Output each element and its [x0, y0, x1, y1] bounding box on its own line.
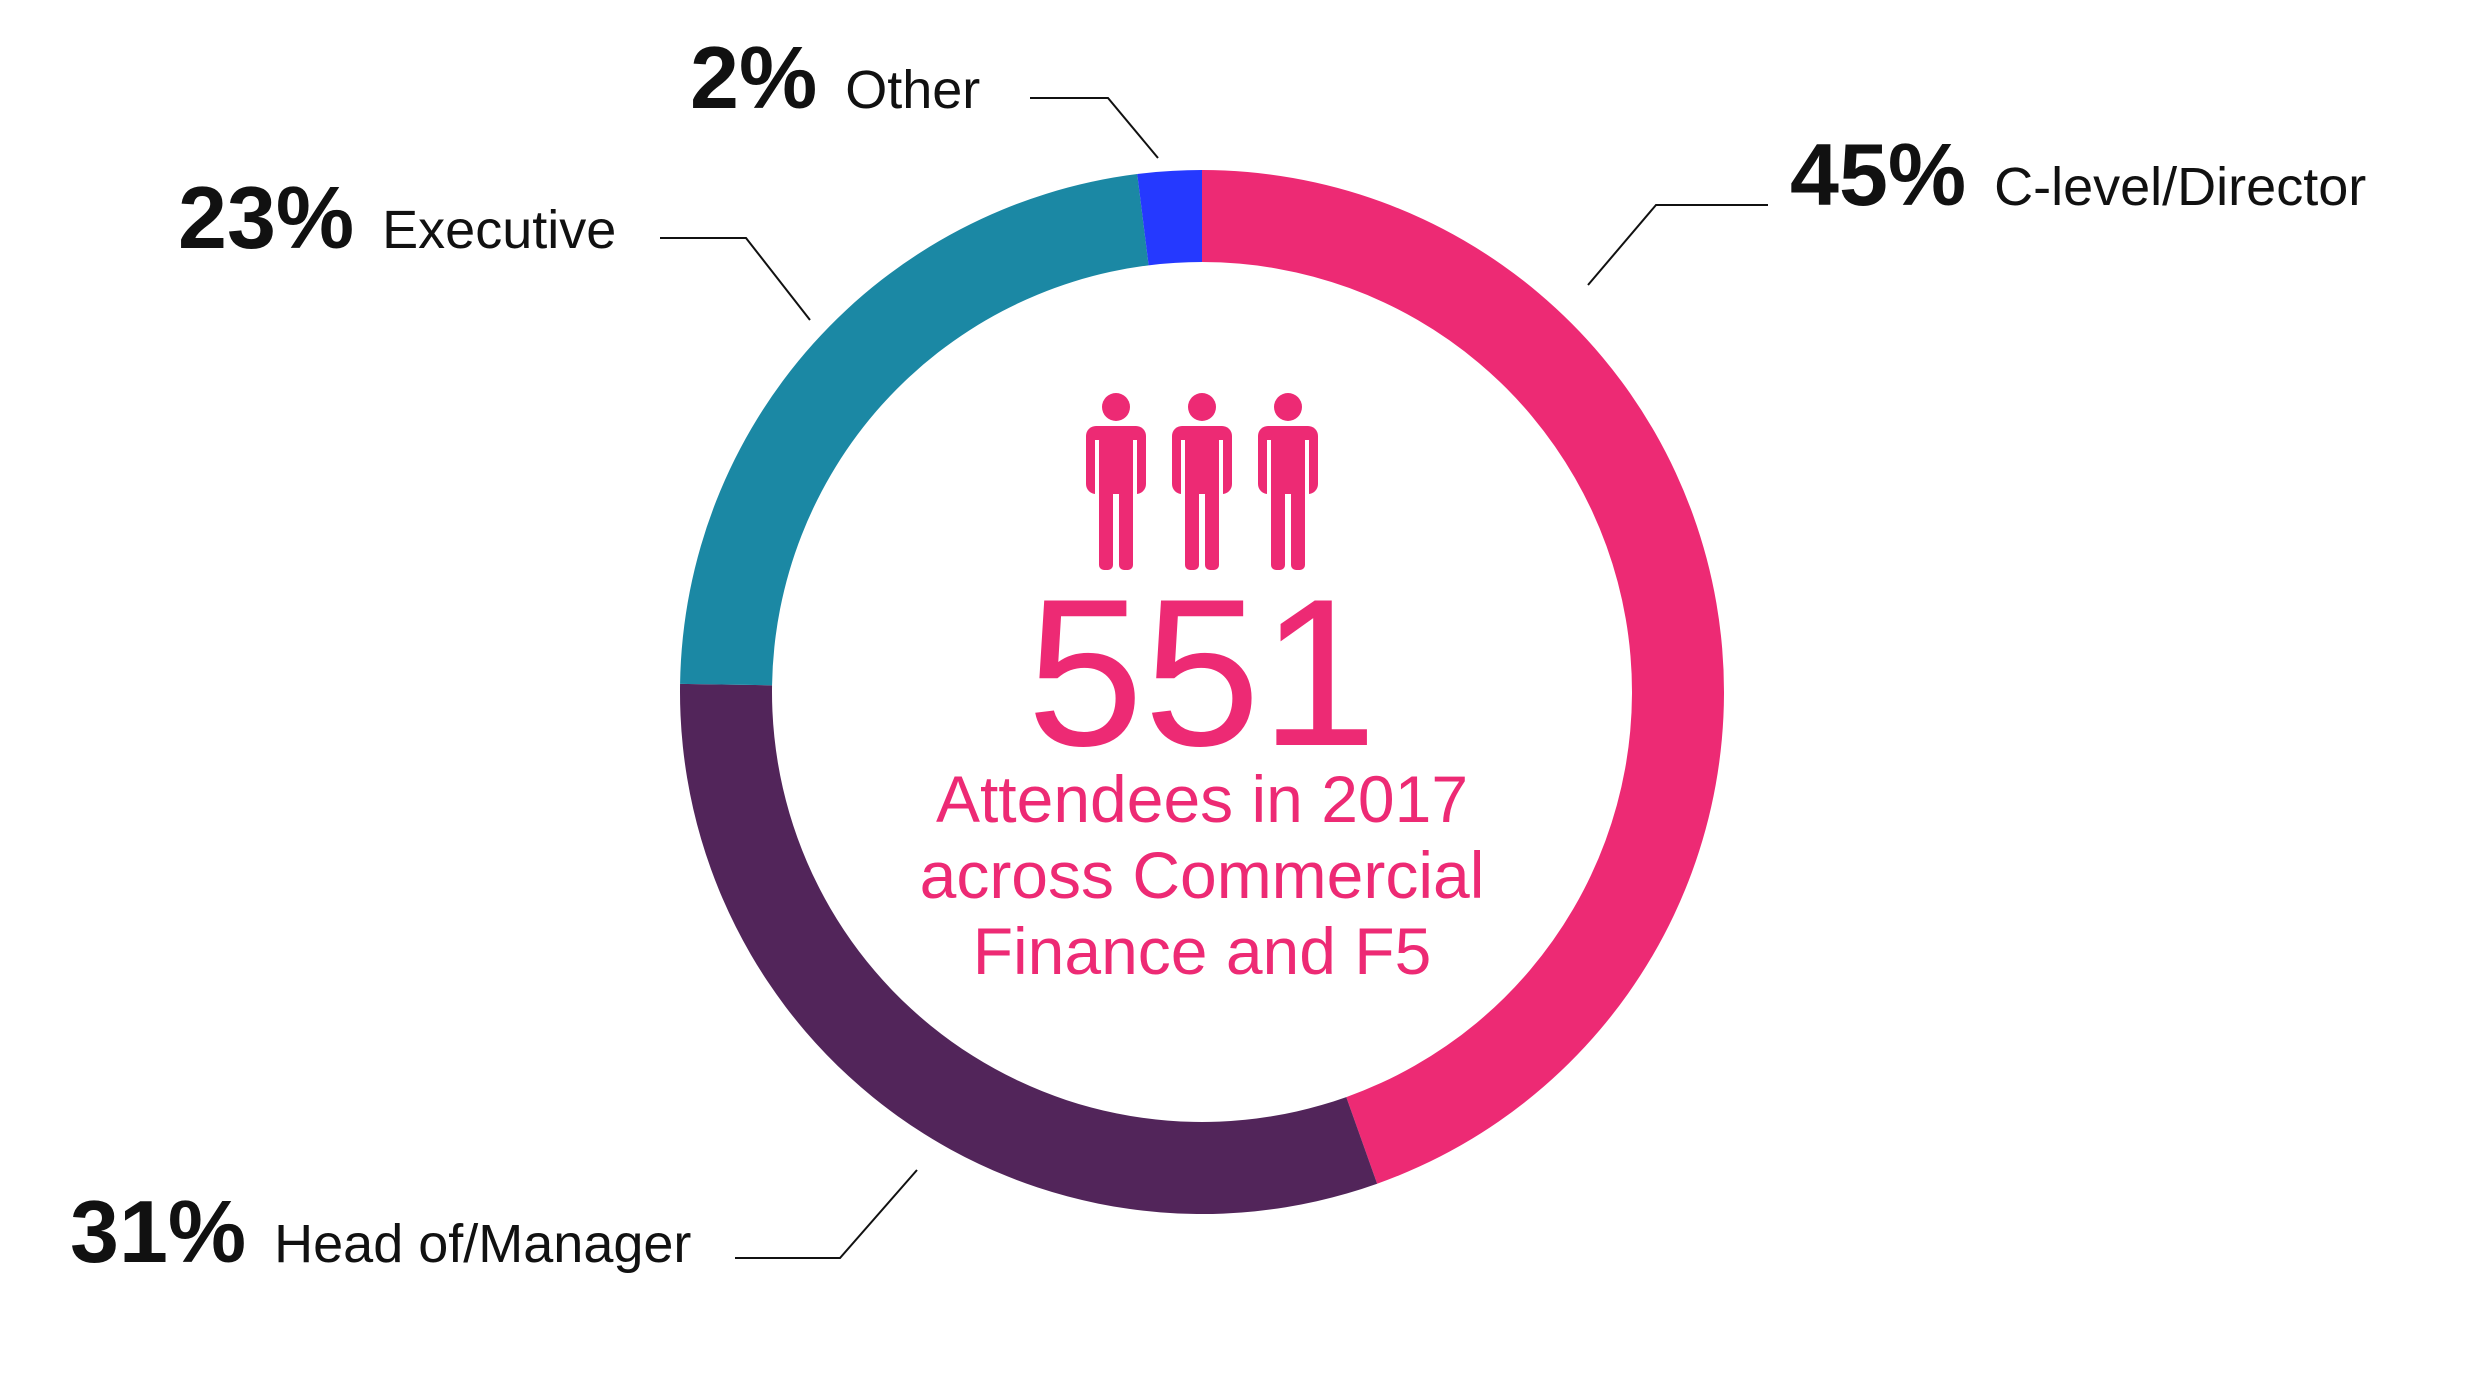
leader-line-other: [1030, 97, 1159, 159]
label-name-executive: Executive: [382, 200, 616, 260]
person-icon: [1172, 393, 1232, 570]
leader-line-head-of-manager: [735, 1169, 918, 1259]
donut-slices: [680, 170, 1724, 1215]
slice-c-level-director: [1202, 170, 1724, 1184]
person-icon: [1258, 393, 1318, 570]
label-c-level-director: 45% C-level/Director: [1790, 125, 2366, 224]
attendee-count: 551: [1027, 555, 1377, 790]
label-percent-executive: 23%: [178, 168, 354, 267]
slice-head-of-manager: [680, 683, 1378, 1215]
label-percent-head-of-manager: 31%: [70, 1182, 246, 1281]
label-percent-c-level-director: 45%: [1790, 125, 1966, 224]
label-name-c-level-director: C-level/Director: [1994, 157, 2366, 217]
person-icon: [1086, 393, 1146, 570]
slice-other: [1137, 170, 1202, 266]
center-caption-line-1: Attendees in 2017: [936, 762, 1468, 836]
center-caption-line-3: Finance and F5: [973, 914, 1432, 988]
slice-executive: [680, 174, 1149, 686]
label-name-head-of-manager: Head of/Manager: [274, 1214, 691, 1274]
three-people-icon: [1086, 393, 1318, 570]
label-other: 2% Other: [690, 28, 980, 127]
slice-labels: 45% C-level/Director 31% Head of/Manager 23%…: [70, 28, 2366, 1281]
label-executive: 23% Executive: [178, 168, 616, 267]
leader-line-executive: [660, 237, 811, 321]
leader-line-c-level-director: [1587, 204, 1768, 286]
label-percent-other: 2%: [690, 28, 817, 127]
center-caption-line-2: across Commercial: [920, 838, 1485, 912]
label-head-of-manager: 31% Head of/Manager: [70, 1182, 691, 1281]
label-name-other: Other: [845, 60, 980, 120]
